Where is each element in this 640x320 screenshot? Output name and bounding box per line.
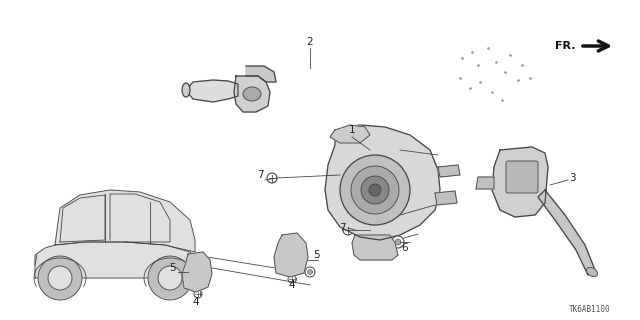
Polygon shape <box>234 76 270 112</box>
Polygon shape <box>476 177 494 189</box>
Polygon shape <box>330 125 370 143</box>
Text: 6: 6 <box>402 243 408 253</box>
Polygon shape <box>246 66 276 82</box>
Text: 3: 3 <box>569 173 575 183</box>
Polygon shape <box>492 147 548 217</box>
Text: FR.: FR. <box>554 41 575 51</box>
Circle shape <box>38 256 82 300</box>
Circle shape <box>307 269 312 275</box>
Circle shape <box>351 166 399 214</box>
Polygon shape <box>538 190 595 275</box>
Circle shape <box>158 266 182 290</box>
Text: 4: 4 <box>289 280 295 290</box>
Text: 7: 7 <box>339 223 346 233</box>
Text: 7: 7 <box>257 170 263 180</box>
Circle shape <box>340 155 410 225</box>
Polygon shape <box>352 235 398 260</box>
Text: 1: 1 <box>349 125 355 135</box>
Polygon shape <box>35 242 195 278</box>
Ellipse shape <box>586 268 598 276</box>
Polygon shape <box>55 190 195 252</box>
Circle shape <box>177 283 182 287</box>
Polygon shape <box>182 252 212 292</box>
Circle shape <box>369 184 381 196</box>
Polygon shape <box>274 233 308 277</box>
Circle shape <box>361 176 389 204</box>
Circle shape <box>148 256 192 300</box>
Circle shape <box>395 239 401 245</box>
Ellipse shape <box>243 87 261 101</box>
Text: 5: 5 <box>169 263 175 273</box>
Polygon shape <box>188 80 238 102</box>
Text: 5: 5 <box>313 250 319 260</box>
Ellipse shape <box>182 83 190 97</box>
Polygon shape <box>435 191 457 205</box>
Circle shape <box>48 266 72 290</box>
Text: 4: 4 <box>193 297 199 307</box>
FancyBboxPatch shape <box>506 161 538 193</box>
Text: TK6AB1100: TK6AB1100 <box>569 306 611 315</box>
Polygon shape <box>325 125 440 240</box>
Text: 2: 2 <box>307 37 314 47</box>
Polygon shape <box>438 165 460 177</box>
